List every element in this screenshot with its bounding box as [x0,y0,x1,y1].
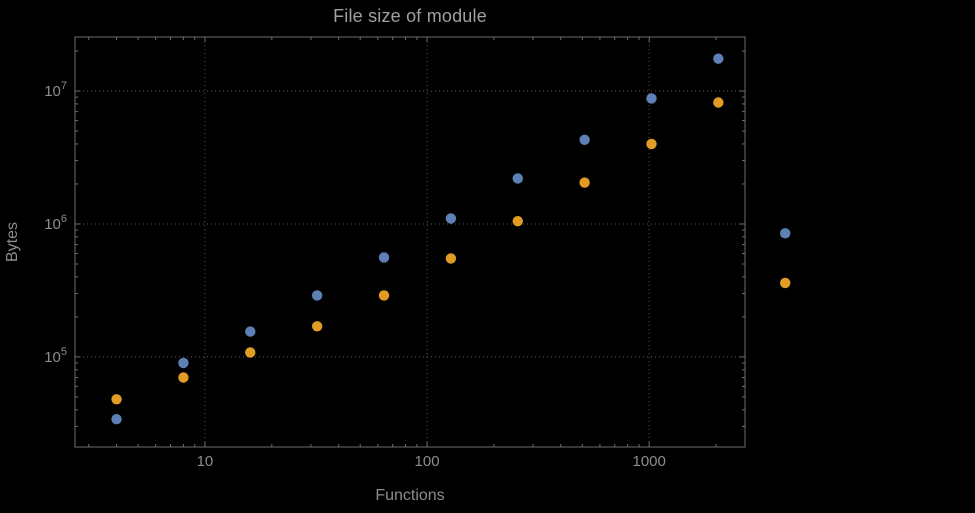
blue-series-point [178,357,189,369]
blue-series-point [713,53,724,64]
orange-series-point [178,372,189,383]
orange-series-point [713,97,724,108]
orange-series-point [579,177,590,188]
orange-series-point [111,394,122,405]
blue-series-point [311,290,323,301]
x-tick-label: 10 [197,453,214,470]
orange-series-point [378,290,390,301]
blue-series-point [646,93,657,104]
y-tick-label: 106 [44,213,67,233]
orange-series-point [780,277,791,289]
blue-series-point [445,213,457,224]
blue-series-point [512,173,523,184]
orange-series-point [311,321,323,332]
orange-series-point [512,215,523,227]
x-axis-label: Functions [375,487,445,504]
blue-series-point [780,228,791,239]
blue-series-point [378,252,390,263]
x-tick-label: 100 [415,453,440,470]
orange-series-point [445,253,457,264]
orange-series-point [245,347,256,358]
y-tick-label: 105 [44,346,67,366]
x-tick-label: 1000 [632,453,665,470]
orange-series-point [646,138,657,150]
blue-series-point [111,413,122,425]
chart-title: File size of module [333,6,487,26]
y-axis-label: Bytes [4,222,21,263]
y-tick-label: 107 [44,80,67,100]
blue-series-point [245,326,256,337]
blue-series-point [579,134,590,145]
plot-frame [74,36,746,448]
